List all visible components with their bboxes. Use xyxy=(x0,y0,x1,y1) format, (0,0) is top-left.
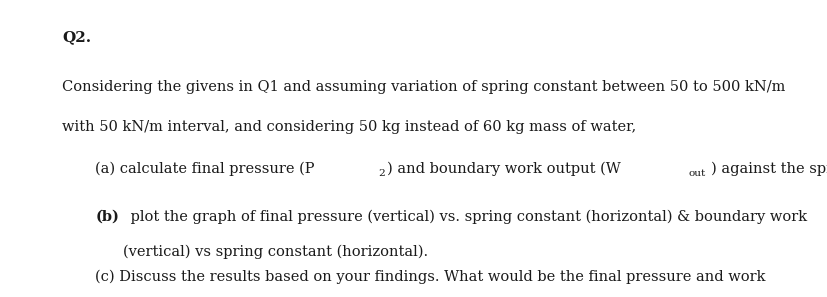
Text: (a) calculate final pressure (P: (a) calculate final pressure (P xyxy=(95,162,314,176)
Text: out: out xyxy=(688,169,705,178)
Text: Considering the givens in Q1 and assuming variation of spring constant between 5: Considering the givens in Q1 and assumin… xyxy=(62,80,785,94)
Text: (c) Discuss the results based on your findings. What would be the final pressure: (c) Discuss the results based on your fi… xyxy=(95,270,765,284)
Text: with 50 kN/m interval, and considering 50 kg instead of 60 kg mass of water,: with 50 kN/m interval, and considering 5… xyxy=(62,120,636,134)
Text: (vertical) vs spring constant (horizontal).: (vertical) vs spring constant (horizonta… xyxy=(122,244,428,259)
Text: Q2.: Q2. xyxy=(62,30,91,44)
Text: (b): (b) xyxy=(95,209,119,223)
Text: ) against the spring constant.: ) against the spring constant. xyxy=(710,162,827,176)
Text: plot the graph of final pressure (vertical) vs. spring constant (horizontal) & b: plot the graph of final pressure (vertic… xyxy=(126,209,806,224)
Text: ) and boundary work output (W: ) and boundary work output (W xyxy=(387,162,620,176)
Text: 2: 2 xyxy=(378,169,385,178)
